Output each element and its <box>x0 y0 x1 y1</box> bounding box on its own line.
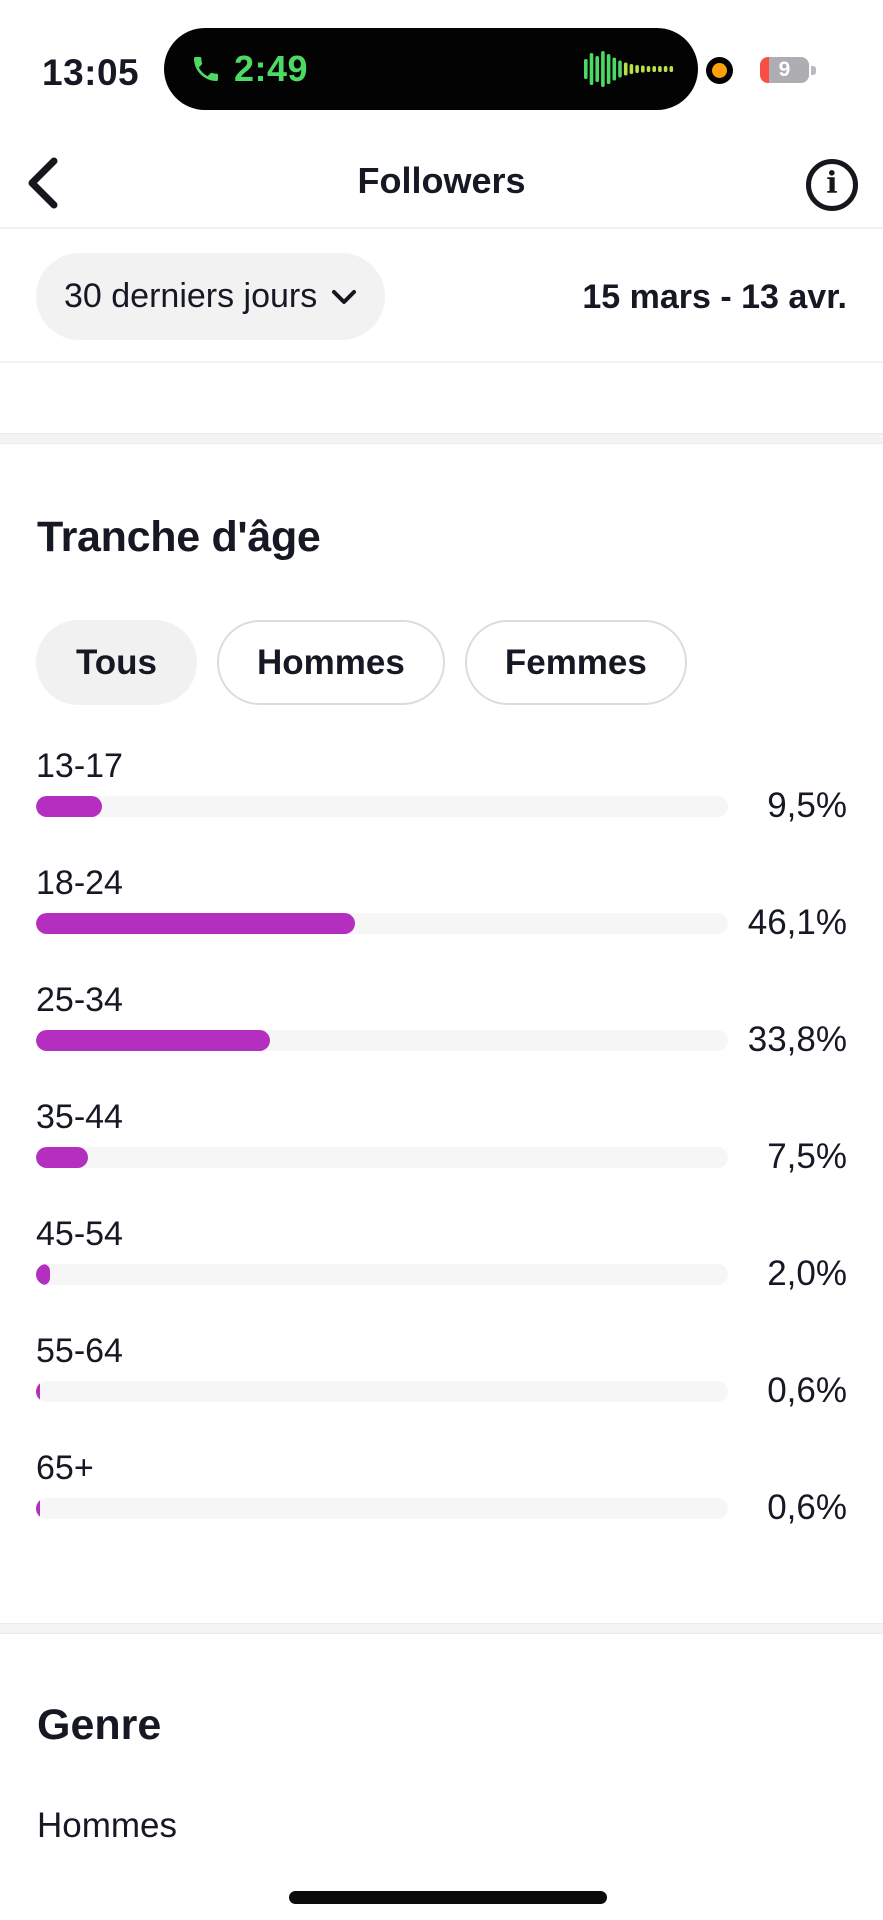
bar-category-label: 35-44 <box>36 1098 123 1136</box>
call-waveform-icon <box>584 51 674 87</box>
bar-fill <box>36 1146 88 1168</box>
bar-value-label: 7,5% <box>767 1137 847 1176</box>
tab-femmes[interactable]: Femmes <box>464 620 687 705</box>
bar-category-label: 55-64 <box>36 1332 123 1370</box>
bar-row: 45-54 2,0% <box>36 1214 847 1293</box>
period-selector[interactable]: 30 derniers jours <box>36 253 386 340</box>
bar-category-label: 13-17 <box>36 747 123 785</box>
bar-fill <box>36 1380 41 1402</box>
bar-fill <box>36 912 355 934</box>
bar-track <box>36 1497 728 1519</box>
bar-row: 55-64 0,6% <box>36 1331 847 1410</box>
bar-track <box>36 1380 728 1402</box>
mic-orange-dot <box>712 63 727 78</box>
bar-value-label: 33,8% <box>747 1020 847 1059</box>
nav-bar: Followers i <box>0 130 883 229</box>
bar-fill <box>36 795 102 817</box>
bar-category-label: 65+ <box>36 1449 94 1487</box>
bar-track <box>36 795 728 817</box>
tab-hommes[interactable]: Hommes <box>217 620 445 705</box>
genre-row-label: Hommes <box>37 1806 178 1845</box>
filter-row: 30 derniers jours 15 mars - 13 avr. <box>0 231 883 363</box>
bar-value-label: 2,0% <box>767 1254 847 1293</box>
battery-icon: 9 <box>760 57 809 83</box>
info-icon: i <box>826 166 838 201</box>
microphone-in-use-indicator <box>706 57 733 84</box>
call-duration: 2:49 <box>234 48 309 89</box>
info-button[interactable]: i <box>806 159 858 211</box>
battery-low-fill <box>760 57 769 83</box>
bar-track <box>36 1263 728 1285</box>
chevron-left-icon <box>28 157 58 208</box>
age-section-title: Tranche d'âge <box>37 513 321 561</box>
battery-cap <box>811 66 816 75</box>
bar-fill <box>36 1497 41 1519</box>
dynamic-island-call-pill[interactable]: 2:49 <box>164 28 698 110</box>
age-bars-chart: 13-17 9,5% 18-24 46,1% 25-34 33,8% 35-44 7,5% 45… <box>36 746 847 1565</box>
bar-category-label: 25-34 <box>36 981 123 1019</box>
bar-track <box>36 912 728 934</box>
page-title: Followers <box>357 160 526 201</box>
section-divider <box>0 1623 883 1634</box>
genre-section-title: Genre <box>37 1701 162 1749</box>
date-range-label: 15 mars - 13 avr. <box>582 277 847 316</box>
bar-row: 35-44 7,5% <box>36 1097 847 1176</box>
bar-value-label: 9,5% <box>767 786 847 825</box>
status-time: 13:05 <box>42 52 140 93</box>
period-label: 30 derniers jours <box>64 277 318 315</box>
bar-fill <box>36 1263 50 1285</box>
bar-value-label: 0,6% <box>767 1488 847 1527</box>
back-button[interactable] <box>14 154 74 214</box>
phone-call-icon <box>194 57 218 81</box>
battery-percent: 9 <box>778 58 791 81</box>
bar-row: 18-24 46,1% <box>36 863 847 942</box>
home-indicator[interactable] <box>289 1891 607 1904</box>
gender-filter-tabs: Tous Hommes Femmes <box>36 620 687 705</box>
chevron-down-icon <box>332 289 357 304</box>
bar-category-label: 18-24 <box>36 864 123 902</box>
bar-track <box>36 1029 728 1051</box>
bar-value-label: 46,1% <box>747 903 847 942</box>
section-divider <box>0 433 883 444</box>
bar-row: 25-34 33,8% <box>36 980 847 1059</box>
bar-category-label: 45-54 <box>36 1215 123 1253</box>
bar-fill <box>36 1029 270 1051</box>
bar-track <box>36 1146 728 1168</box>
tab-tous[interactable]: Tous <box>36 620 198 705</box>
bar-value-label: 0,6% <box>767 1371 847 1410</box>
bar-row: 65+ 0,6% <box>36 1448 847 1527</box>
bar-row: 13-17 9,5% <box>36 746 847 825</box>
